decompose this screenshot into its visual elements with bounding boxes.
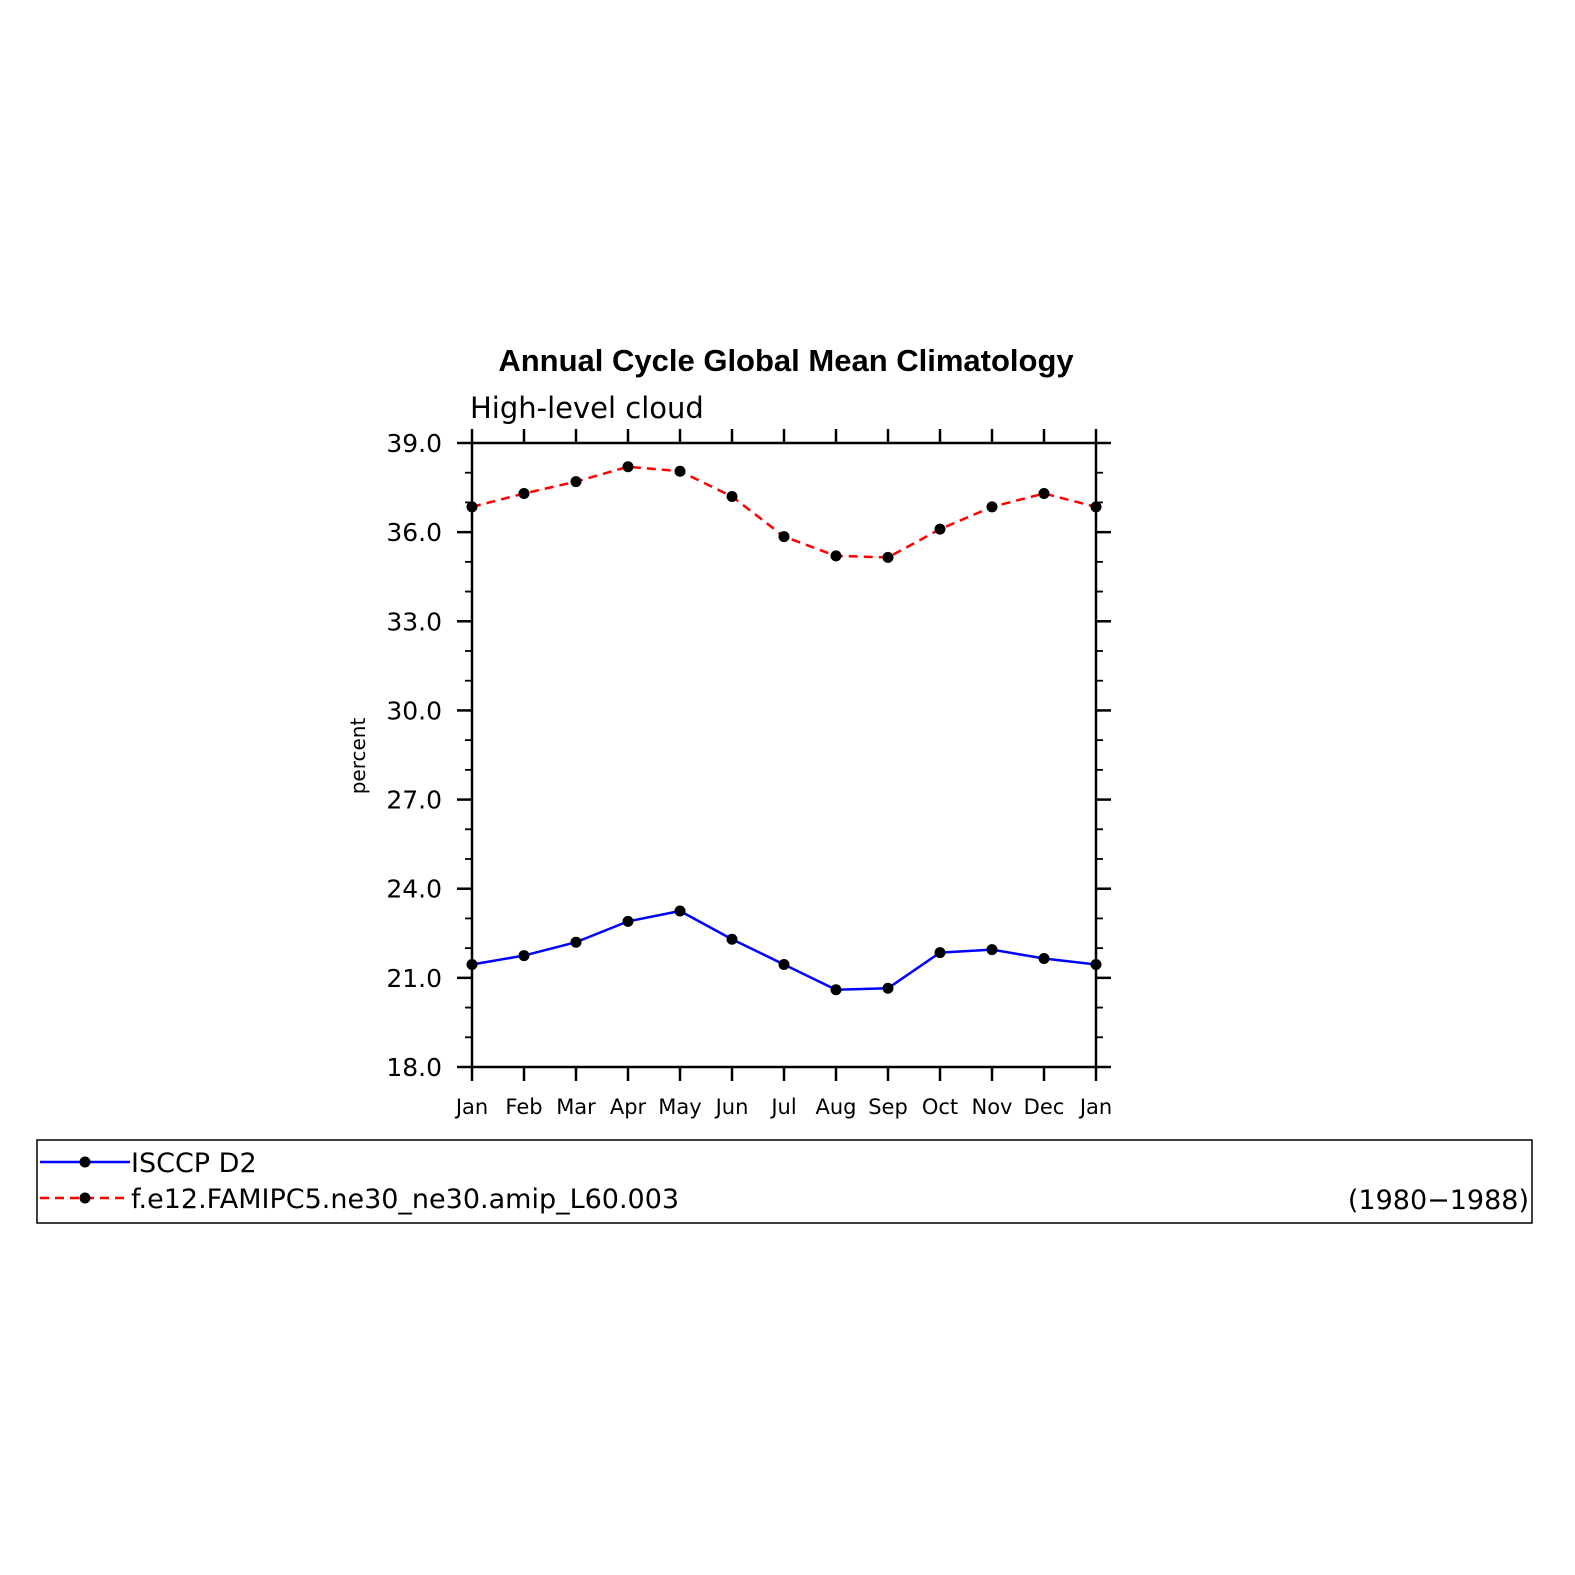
y-tick-label: 30.0: [386, 696, 442, 725]
data-point: [934, 523, 946, 535]
y-tick-label: 24.0: [386, 875, 442, 904]
x-tick-label: Dec: [1024, 1095, 1065, 1119]
y-tick-label: 39.0: [386, 429, 442, 458]
data-point: [830, 984, 842, 996]
series-0: [466, 905, 1102, 996]
y-axis-label: percent: [346, 718, 370, 795]
y-tick-label: 21.0: [386, 964, 442, 993]
x-tick-label: Mar: [556, 1095, 596, 1119]
data-point: [830, 550, 842, 562]
y-tick-label: 27.0: [386, 786, 442, 815]
y-tick-label: 18.0: [386, 1053, 442, 1082]
data-point: [1038, 953, 1050, 965]
data-point: [778, 531, 790, 543]
data-point: [518, 950, 530, 962]
data-point: [726, 933, 738, 945]
x-tick-label: Jul: [769, 1095, 796, 1119]
data-point: [570, 476, 582, 488]
series-layer: [466, 461, 1102, 996]
legend: ISCCP D2 f.e12.FAMIPC5.ne30_ne30.amip_L60…: [36, 1139, 1533, 1224]
tick-labels: Jan Feb Mar Apr May Jun Jul Aug Sep Oct Nov Dec Jan 1…: [386, 429, 1112, 1119]
x-tick-label: Feb: [505, 1095, 542, 1119]
data-point: [518, 488, 530, 500]
series-line: [471, 465, 1097, 559]
plot-frame: [470, 441, 1098, 1069]
series-line: [471, 909, 1097, 992]
chart-title: Annual Cycle Global Mean Climatology: [498, 343, 1074, 378]
data-point: [622, 915, 634, 927]
data-point: [986, 501, 998, 513]
legend-swatch-marker: [79, 1192, 91, 1204]
x-tick-label: Aug: [815, 1095, 856, 1119]
data-point: [882, 982, 894, 994]
x-tick-label: Jan: [1078, 1095, 1112, 1119]
x-tick-label: Oct: [922, 1095, 958, 1119]
chart-subtitle: High-level cloud: [470, 391, 704, 425]
data-point: [726, 490, 738, 502]
axis-ticks: [457, 429, 1111, 1081]
data-point: [622, 461, 634, 473]
data-point: [986, 944, 998, 956]
data-point: [934, 947, 946, 959]
data-point: [674, 465, 686, 477]
y-tick-label: 33.0: [386, 607, 442, 636]
x-tick-label: Jun: [714, 1095, 749, 1119]
data-point: [570, 936, 582, 948]
data-point: [778, 958, 790, 970]
data-point: [1038, 488, 1050, 500]
legend-label: f.e12.FAMIPC5.ne30_ne30.amip_L60.003: [131, 1184, 679, 1215]
x-tick-label: Nov: [972, 1095, 1013, 1119]
x-tick-label: May: [658, 1095, 701, 1119]
x-tick-label: Apr: [610, 1095, 647, 1119]
x-tick-label: Sep: [868, 1095, 908, 1119]
data-point: [674, 905, 686, 917]
legend-swatch-marker: [79, 1156, 91, 1168]
legend-period: (1980−1988): [1348, 1185, 1529, 1216]
y-tick-label: 36.0: [386, 518, 442, 547]
legend-label: ISCCP D2: [131, 1148, 257, 1179]
x-tick-label: Jan: [454, 1095, 488, 1119]
series-1: [466, 461, 1102, 563]
data-point: [882, 551, 894, 563]
legend-box: [36, 1139, 1533, 1224]
